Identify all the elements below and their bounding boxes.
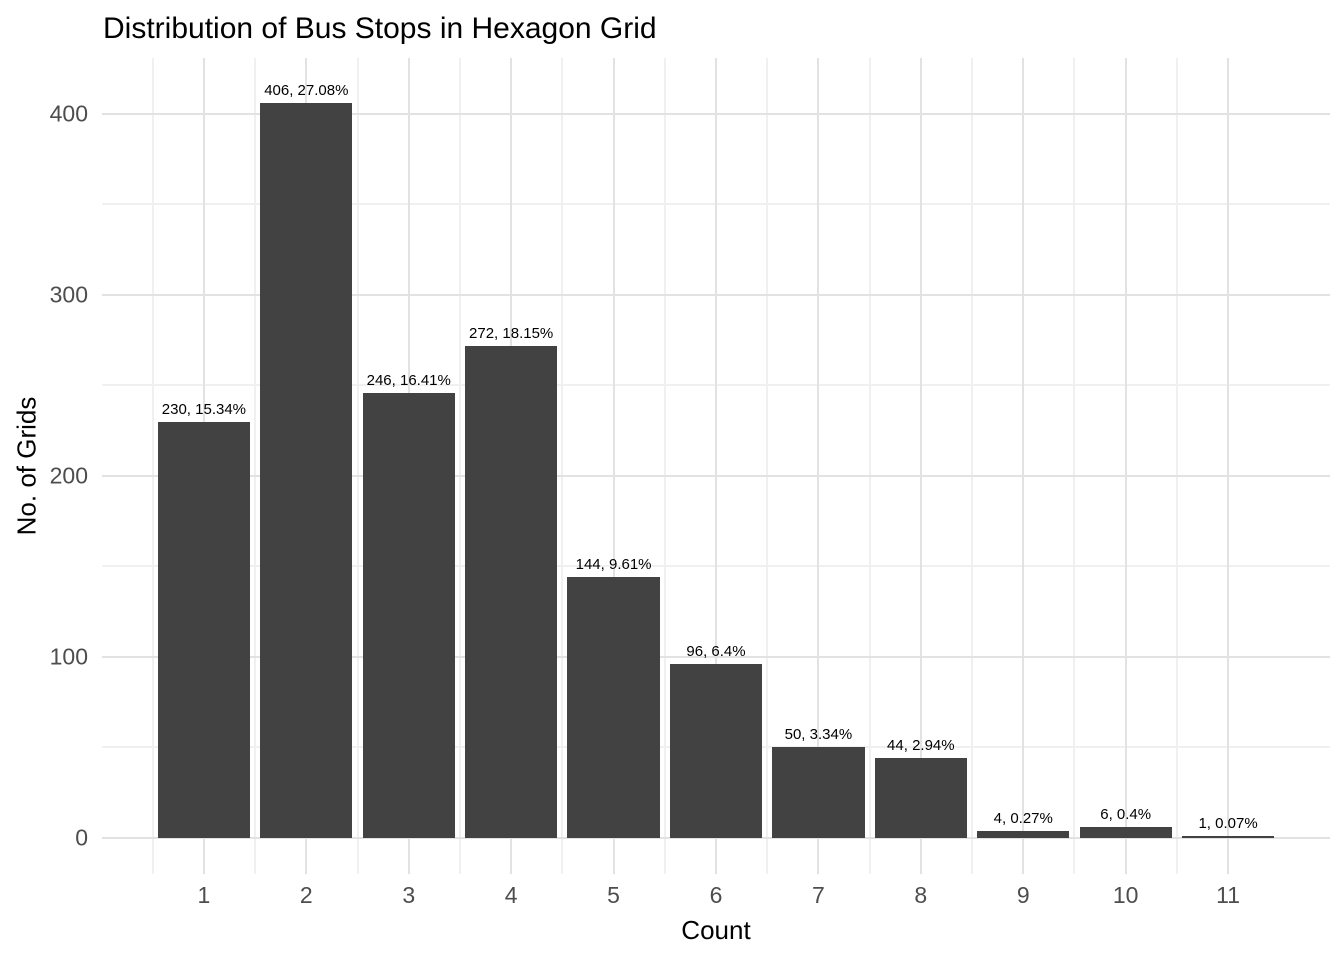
gridline-minor-vertical (868, 58, 871, 874)
gridline-minor-vertical (663, 58, 666, 874)
bar (772, 747, 865, 838)
bar-value-label: 50, 3.34% (784, 726, 853, 744)
bar (362, 392, 455, 838)
gridline-minor-vertical (1175, 58, 1178, 874)
gridline-major-vertical (817, 58, 820, 874)
x-tick-label: 10 (1112, 882, 1139, 908)
x-tick-label: 5 (607, 882, 620, 908)
gridline-minor-vertical (254, 58, 257, 874)
y-tick-label: 100 (49, 643, 88, 670)
gridline-minor-vertical (356, 58, 359, 874)
bar-value-label: 246, 16.41% (366, 371, 451, 389)
bar (465, 345, 558, 838)
gridline-minor-vertical (766, 58, 769, 874)
gridline-minor-vertical (151, 58, 154, 874)
x-tick-label: 8 (914, 882, 928, 908)
bar-value-label: 6, 0.4% (1100, 806, 1152, 824)
bar-value-label: 96, 6.4% (686, 643, 746, 661)
bar-value-label: 406, 27.08% (264, 82, 349, 100)
bar-value-label: 144, 9.61% (575, 556, 652, 574)
bar (874, 758, 967, 838)
bar (669, 664, 763, 838)
bar (567, 577, 660, 838)
x-tick-label: 11 (1216, 882, 1241, 908)
bar (260, 103, 353, 838)
bar (977, 830, 1070, 838)
bar-value-label: 4, 0.27% (993, 809, 1053, 827)
bar (1182, 835, 1275, 838)
bar-value-label: 44, 2.94% (887, 737, 955, 755)
x-tick-label: 2 (299, 882, 313, 908)
x-tick-label: 9 (1016, 882, 1030, 908)
x-tick-label: 1 (197, 882, 211, 908)
bar-value-label: 272, 18.15% (469, 324, 554, 342)
chart-title: Distribution of Bus Stops in Hexagon Gri… (103, 12, 657, 45)
y-tick-label: 400 (49, 100, 88, 127)
y-tick-label: 300 (49, 281, 88, 308)
gridline-major-vertical (1227, 58, 1230, 874)
gridline-major-vertical (919, 58, 922, 874)
gridline-minor-vertical (561, 58, 564, 874)
gridline-major-vertical (715, 58, 717, 874)
bar (157, 421, 250, 838)
x-tick-label: 6 (709, 882, 723, 908)
x-tick-label: 4 (504, 882, 518, 908)
gridline-minor-vertical (458, 58, 461, 874)
gridline-minor-vertical (1073, 58, 1076, 874)
x-tick-label: 7 (812, 882, 825, 908)
y-tick-label: 200 (49, 462, 88, 489)
bar-value-label: 230, 15.34% (161, 400, 247, 418)
gridline-minor-vertical (971, 58, 974, 874)
plot-panel: 230, 15.34% 406, 27.08% 246, 16.41% 272, 18… (102, 58, 1330, 874)
gridline-major-vertical (1022, 58, 1025, 874)
gridline-major-vertical (1124, 58, 1127, 874)
x-tick-label: 3 (402, 882, 416, 908)
y-axis-title: No. of Grids (11, 396, 42, 536)
bar (1079, 827, 1172, 838)
bar-value-label: 1, 0.07% (1198, 814, 1258, 832)
y-tick-label: 0 (75, 824, 88, 851)
x-axis-title: Count (681, 915, 751, 945)
gridline-major-vertical (612, 58, 615, 874)
